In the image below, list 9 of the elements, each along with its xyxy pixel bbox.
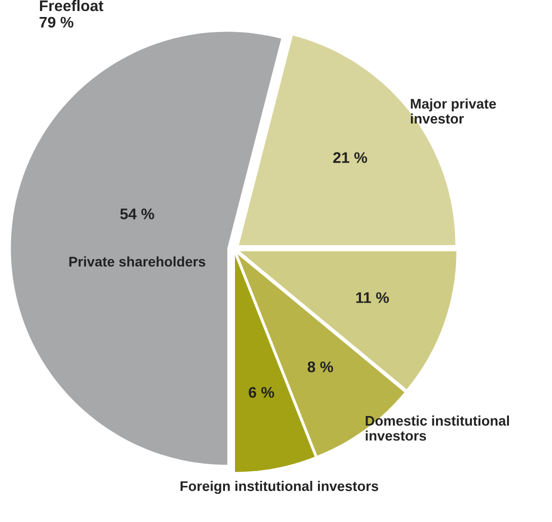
data-label: 6 %	[248, 386, 274, 398]
data-label: 11 %	[356, 292, 389, 304]
data-label: 54 %	[120, 208, 154, 220]
data-label: 8 %	[308, 361, 334, 372]
slice-label: Major private investor	[410, 98, 496, 124]
data-label: 21 %	[333, 152, 368, 163]
text: Freefloat 79 %	[40, 0, 104, 28]
slice-label: Foreign institutional investors	[180, 480, 378, 494]
slice-label: Private shareholders	[69, 256, 206, 267]
